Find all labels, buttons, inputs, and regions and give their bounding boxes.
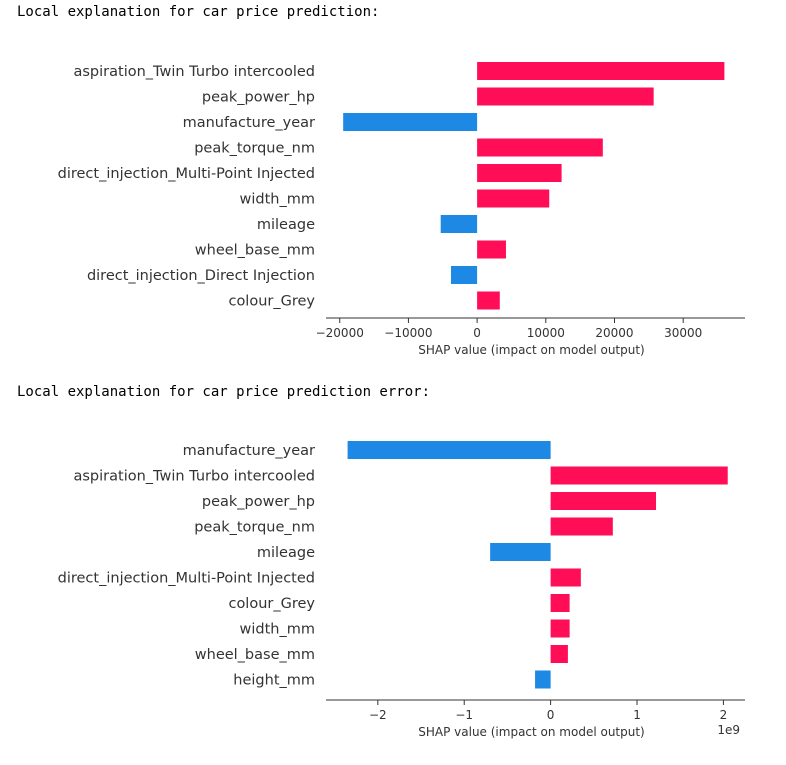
category-label: colour_Grey — [228, 294, 315, 310]
category-label: aspiration_Twin Turbo intercooled — [73, 64, 315, 80]
bar-wheel-base-mm — [550, 645, 568, 663]
bar-mileage — [440, 215, 478, 233]
caption-price: Local explanation for car price predicti… — [17, 4, 380, 20]
category-label: peak_power_hp — [202, 494, 315, 510]
category-label: mileage — [257, 545, 315, 561]
x-axis-offset-label: 1e9 — [717, 723, 740, 737]
shap-bar-chart-price: aspiration_Twin Turbo intercooled peak_po… — [58, 62, 745, 357]
category-label: colour_Grey — [228, 596, 315, 612]
x-tick-label: 1 — [633, 708, 641, 722]
x-tick-label: 30000 — [664, 326, 702, 340]
x-axis-label: SHAP value (impact on model output) — [418, 725, 645, 739]
bar-width-mm — [477, 189, 550, 208]
bar-peak-power-hp — [477, 87, 654, 106]
bar-wheel-base-mm — [477, 240, 506, 259]
bar-colour-grey — [477, 291, 500, 310]
category-label: width_mm — [240, 622, 315, 638]
category-label: manufacture_year — [183, 443, 315, 459]
x-tick-label: −2 — [369, 708, 387, 722]
bar-direct-injection-direct-injection — [451, 266, 478, 284]
bar-aspiration-twin-turbo-intercooled — [550, 466, 728, 485]
x-tick-label: 0 — [547, 708, 555, 722]
x-tick-label: −10000 — [384, 326, 432, 340]
shap-bar-chart-price-error: manufacture_year aspiration_Twin Turbo in… — [58, 441, 745, 739]
category-label: direct_injection_Multi-Point Injected — [58, 571, 315, 587]
bar-peak-torque-nm — [550, 517, 613, 536]
category-label: mileage — [257, 217, 315, 233]
bar-direct-injection-multi-point-injected — [477, 164, 562, 182]
bar-aspiration-twin-turbo-intercooled — [477, 62, 725, 80]
category-label: manufacture_year — [183, 115, 315, 131]
category-label: peak_torque_nm — [194, 520, 315, 536]
category-label: width_mm — [240, 192, 315, 208]
x-tick-label: 0 — [473, 326, 481, 340]
category-label: wheel_base_mm — [195, 243, 315, 259]
bar-colour-grey — [550, 594, 570, 612]
bar-width-mm — [550, 619, 570, 638]
category-label: height_mm — [233, 673, 315, 689]
caption-price-error: Local explanation for car price predicti… — [17, 384, 431, 400]
x-axis-label: SHAP value (impact on model output) — [418, 343, 645, 357]
category-label: peak_torque_nm — [194, 141, 315, 157]
bar-height-mm — [535, 670, 551, 689]
bar-peak-power-hp — [550, 492, 657, 510]
category-label: direct_injection_Multi-Point Injected — [58, 166, 315, 182]
category-label: peak_power_hp — [202, 90, 315, 106]
bar-direct-injection-multi-point-injected — [550, 568, 581, 587]
x-tick-label: 20000 — [595, 326, 633, 340]
category-label: aspiration_Twin Turbo intercooled — [73, 469, 315, 485]
x-tick-label: 2 — [720, 708, 728, 722]
bar-manufacture-year — [347, 441, 551, 459]
x-tick-label: 10000 — [527, 326, 565, 340]
bar-peak-torque-nm — [477, 138, 603, 157]
bar-mileage — [490, 543, 551, 561]
x-tick-label: −1 — [455, 708, 473, 722]
x-tick-label: −20000 — [316, 326, 364, 340]
category-label: direct_injection_Direct Injection — [87, 268, 315, 284]
bar-manufacture-year — [343, 113, 478, 131]
category-label: wheel_base_mm — [195, 647, 315, 663]
